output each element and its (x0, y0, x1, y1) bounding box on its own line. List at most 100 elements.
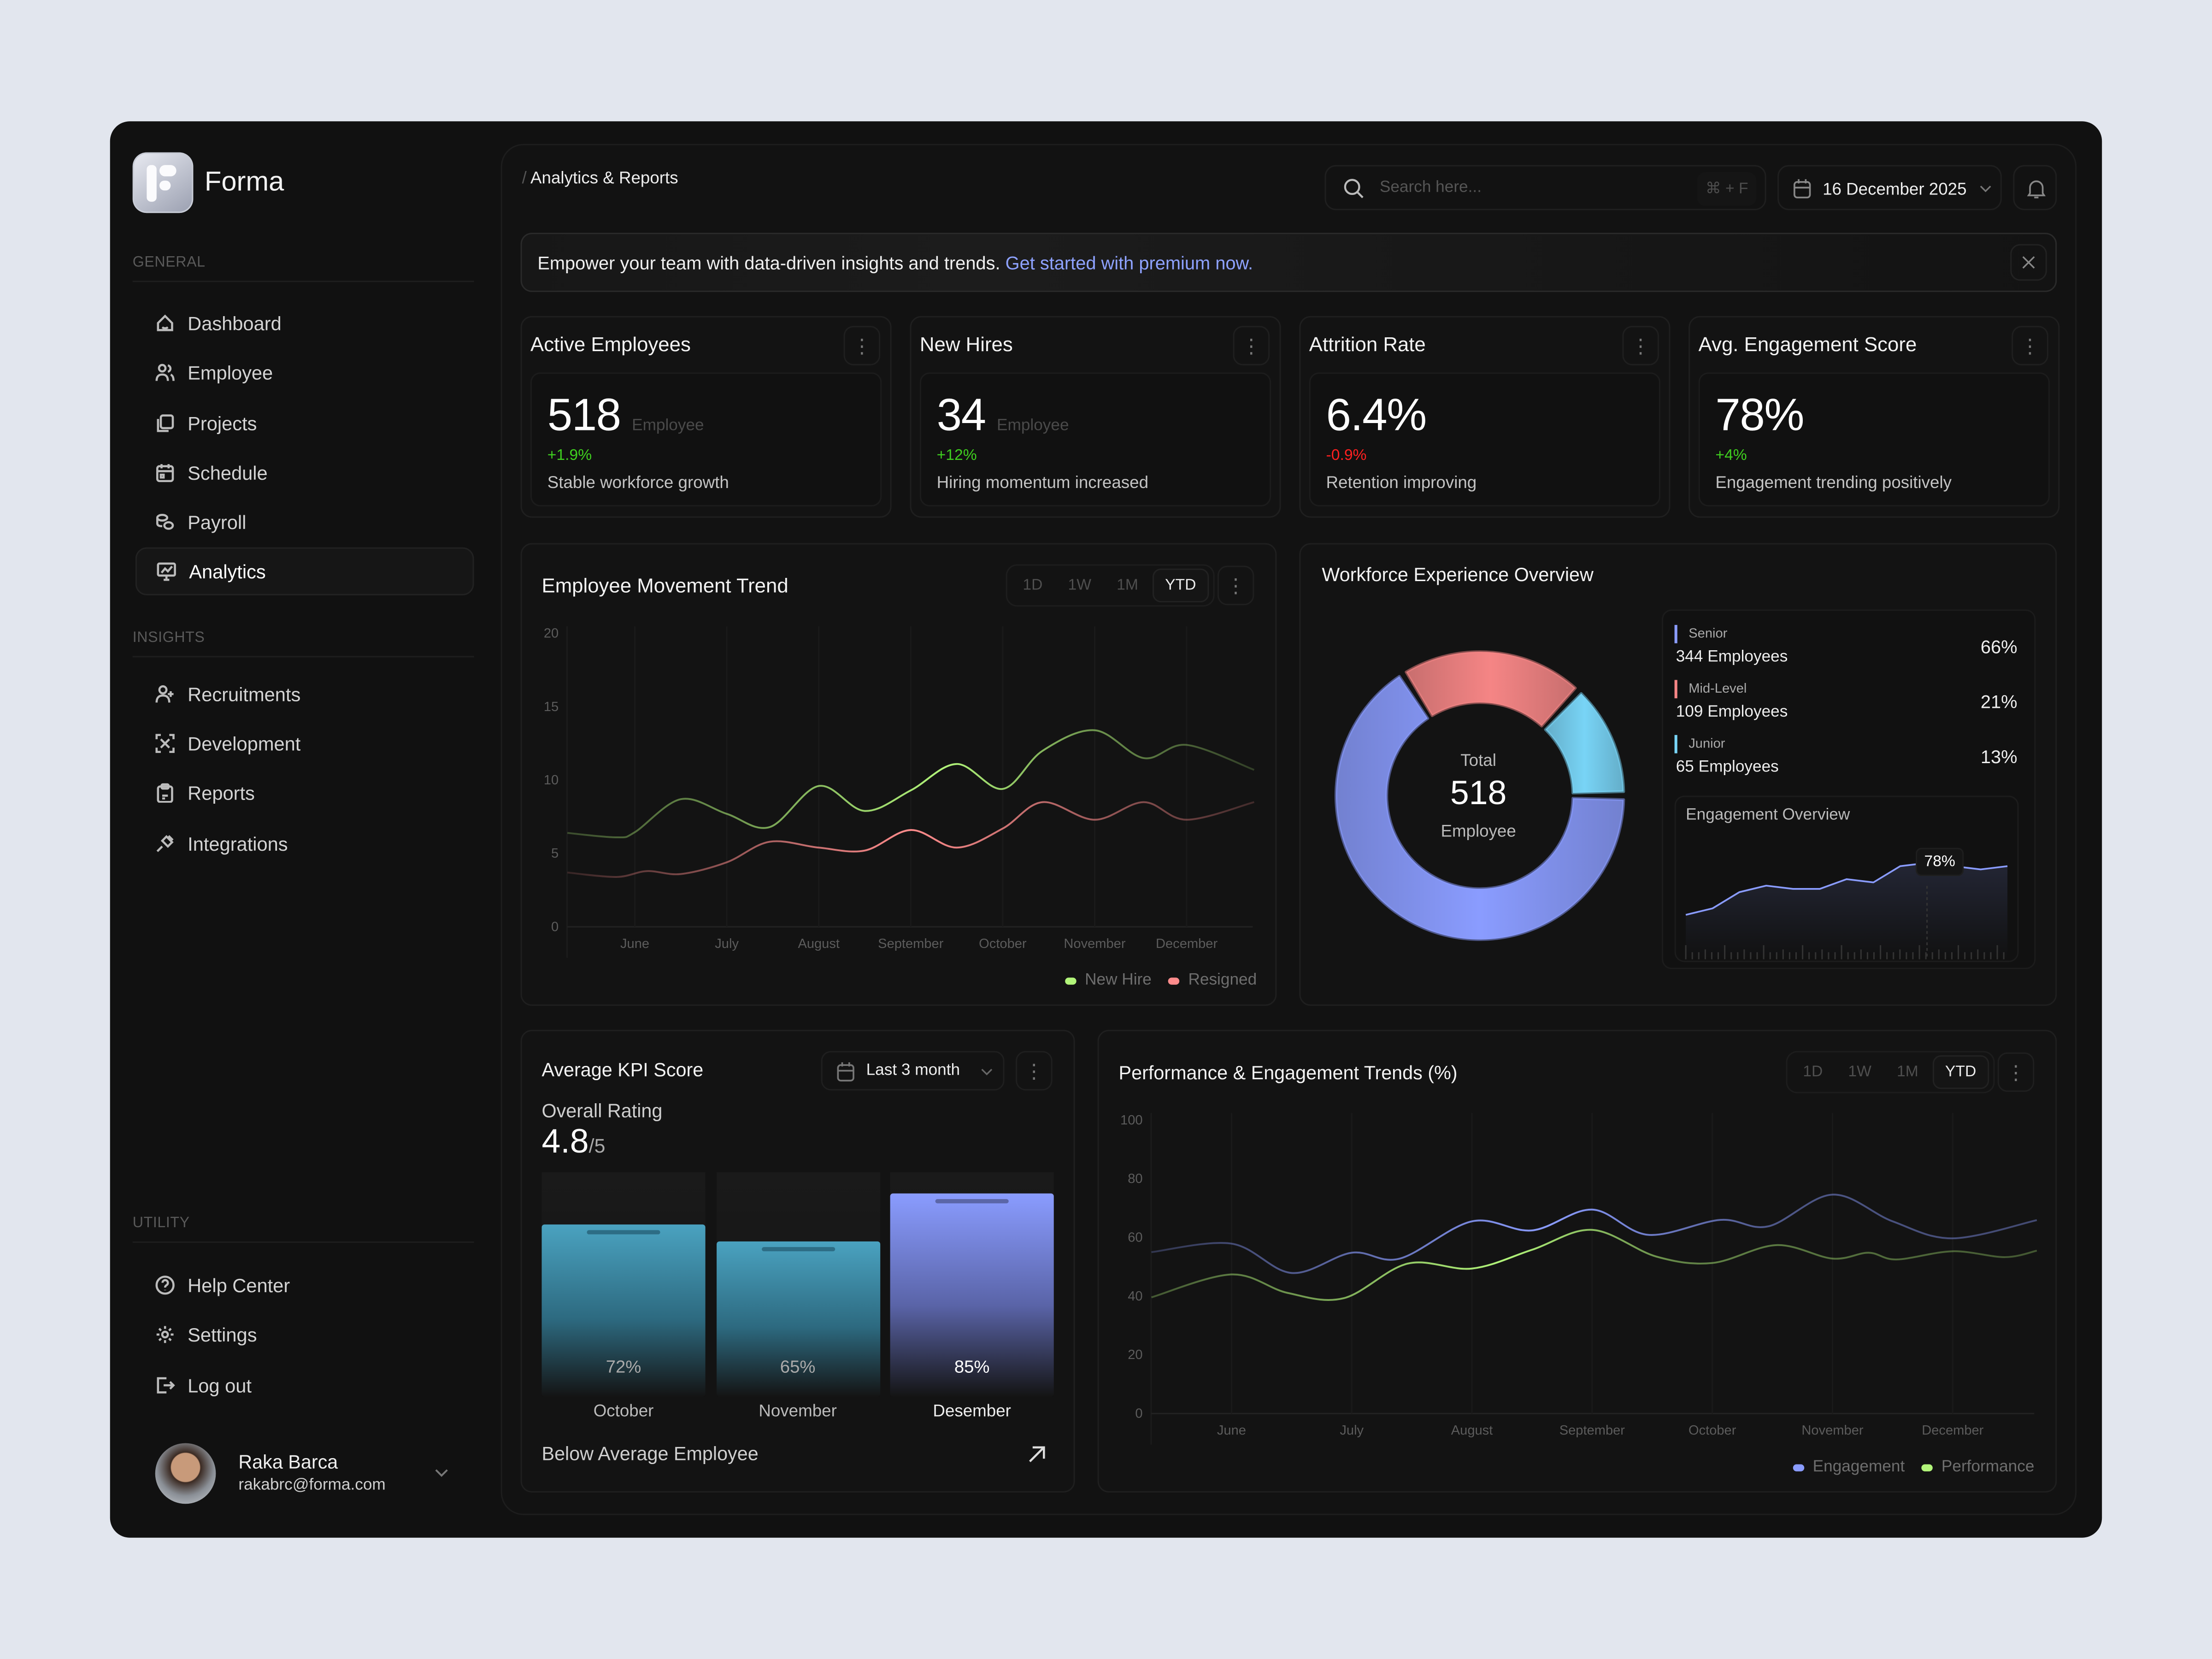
sidebar-item-payroll[interactable]: Payroll (135, 498, 474, 546)
sidebar-item-employee[interactable]: Employee (135, 348, 474, 396)
y-tick-label: 5 (551, 846, 559, 861)
y-tick-label: 60 (1128, 1230, 1142, 1245)
x-tick-label: December (1922, 1423, 1983, 1438)
kpi-bar[interactable] (716, 1241, 880, 1397)
avatar (155, 1443, 216, 1504)
chevron-down-icon[interactable] (435, 1467, 449, 1478)
donut-slice-junior[interactable] (1544, 692, 1625, 794)
level-color-bar (1674, 625, 1677, 643)
range-1w[interactable]: 1W (1068, 577, 1092, 594)
coins-icon (156, 514, 174, 530)
clipboard-icon (157, 783, 173, 803)
chevron-down-icon (1980, 185, 1991, 193)
search-input[interactable]: Search here... ⌘ + F (1324, 165, 1766, 211)
help-icon (155, 1276, 175, 1295)
sidebar-item-schedule[interactable]: Schedule (135, 448, 474, 496)
sidebar-item-label: Dashboard (188, 312, 282, 334)
sidebar-item-label: Settings (188, 1324, 257, 1345)
range-1d[interactable]: 1D (1803, 1064, 1823, 1081)
kpi-note: Retention improving (1326, 472, 1477, 493)
sidebar-item-dashboard[interactable]: Dashboard (135, 299, 474, 347)
y-tick-label: 10 (544, 773, 559, 788)
kpi-note: Engagement trending positively (1715, 472, 1952, 493)
sidebar-item-development[interactable]: Development (135, 719, 474, 767)
sidebar-item-help-center[interactable]: Help Center (135, 1261, 474, 1309)
divider (132, 1241, 474, 1243)
level-color-bar (1674, 680, 1677, 699)
period-dropdown[interactable]: Last 3 month (821, 1051, 1005, 1091)
donut-slice-mid-level[interactable] (1405, 650, 1577, 728)
forma-logo[interactable] (132, 152, 194, 213)
legend-resigned: Resigned (1188, 972, 1257, 989)
y-tick-label: 20 (1128, 1347, 1142, 1362)
engagement-overview-title: Engagement Overview (1686, 807, 1850, 824)
more-options-button[interactable]: ⋮ (1622, 326, 1659, 365)
more-options-button[interactable]: ⋮ (1016, 1051, 1053, 1091)
sidebar-item-reports[interactable]: Reports (135, 769, 474, 817)
period-value: Last 3 month (866, 1062, 960, 1079)
overall-rating: 4.8/5 (542, 1123, 606, 1163)
user-profile[interactable]: Raka Barca rakabrc@forma.com (135, 1428, 474, 1518)
breadcrumb-current[interactable]: Analytics & Reports (530, 168, 678, 188)
app-name: Forma (204, 166, 284, 198)
sidebar-item-label: Projects (188, 412, 257, 434)
chart-title: Performance & Engagement Trends (%) (1118, 1062, 1458, 1084)
range-1m[interactable]: 1M (1896, 1064, 1918, 1081)
date-picker[interactable]: 16 December 2025 (1777, 165, 2002, 211)
arrow-up-right-icon[interactable] (1027, 1445, 1047, 1465)
series-line-performance (1151, 1229, 2037, 1301)
kpi-bar[interactable] (890, 1194, 1054, 1397)
y-tick-label: 0 (1135, 1406, 1142, 1421)
more-options-button[interactable]: ⋮ (1233, 326, 1270, 365)
chart-legend: Engagement Performance (1793, 1459, 2034, 1476)
premium-link[interactable]: Get started with premium now. (1005, 252, 1253, 274)
level-percent: 21% (1980, 691, 2018, 712)
x-tick-label: August (1451, 1423, 1493, 1438)
range-1w[interactable]: 1W (1848, 1064, 1871, 1081)
x-tick-label: June (620, 936, 649, 951)
kpi-card-title: Average KPI Score (541, 1059, 704, 1081)
calendar-icon (837, 1062, 854, 1082)
sidebar-item-log-out[interactable]: Log out (135, 1361, 474, 1409)
user-plus-icon (155, 685, 174, 703)
donut-slice-senior[interactable] (1334, 675, 1625, 941)
donut-total-unit: Employee (1441, 821, 1516, 841)
y-tick-label: 20 (544, 626, 559, 641)
gear-icon (156, 1326, 174, 1343)
more-options-button[interactable]: ⋮ (1217, 565, 1254, 606)
y-tick-label: 15 (544, 700, 559, 714)
series-line-engagement (1151, 1194, 2037, 1274)
x-tick-label: June (1217, 1423, 1246, 1438)
y-tick-label: 0 (551, 919, 559, 934)
kpi-value: 78% (1715, 389, 1804, 441)
kpi-delta: +1.9% (547, 447, 592, 465)
kpi-title: Attrition Rate (1309, 334, 1426, 357)
kpi-value-row: 518 Employee (547, 389, 704, 441)
range-ytd[interactable]: YTD (1932, 1055, 1989, 1089)
kpi-bar-value: 65% (780, 1357, 816, 1377)
close-banner-button[interactable] (2010, 244, 2047, 281)
sidebar-item-recruitments[interactable]: Recruitments (135, 670, 474, 718)
range-1d[interactable]: 1D (1023, 577, 1043, 594)
range-ytd[interactable]: YTD (1152, 568, 1209, 603)
banner-text: Empower your team with data-driven insig… (537, 252, 1000, 274)
kpi-bar-handle (587, 1230, 660, 1235)
sidebar-item-settings[interactable]: Settings (135, 1311, 474, 1359)
kpi-body (919, 372, 1271, 506)
section-general-label: GENERAL (132, 254, 206, 271)
sidebar-item-analytics[interactable]: Analytics (135, 547, 474, 595)
kpi-bar[interactable] (541, 1225, 706, 1397)
sidebar-item-integrations[interactable]: Integrations (135, 820, 474, 868)
more-options-button[interactable]: ⋮ (2012, 326, 2048, 365)
notifications-button[interactable] (2013, 165, 2057, 211)
sidebar-item-projects[interactable]: Projects (135, 399, 474, 447)
close-icon (2022, 256, 2035, 269)
kpi-bar-value: 72% (606, 1357, 641, 1377)
sidebar-item-label: Analytics (189, 560, 266, 582)
kpi-bar-month: Desember (933, 1400, 1011, 1421)
calendar-icon (1794, 179, 1811, 199)
range-1m[interactable]: 1M (1117, 577, 1138, 594)
more-options-button[interactable]: ⋮ (843, 326, 881, 365)
more-options-button[interactable]: ⋮ (1997, 1052, 2035, 1092)
level-color-bar (1674, 735, 1677, 753)
